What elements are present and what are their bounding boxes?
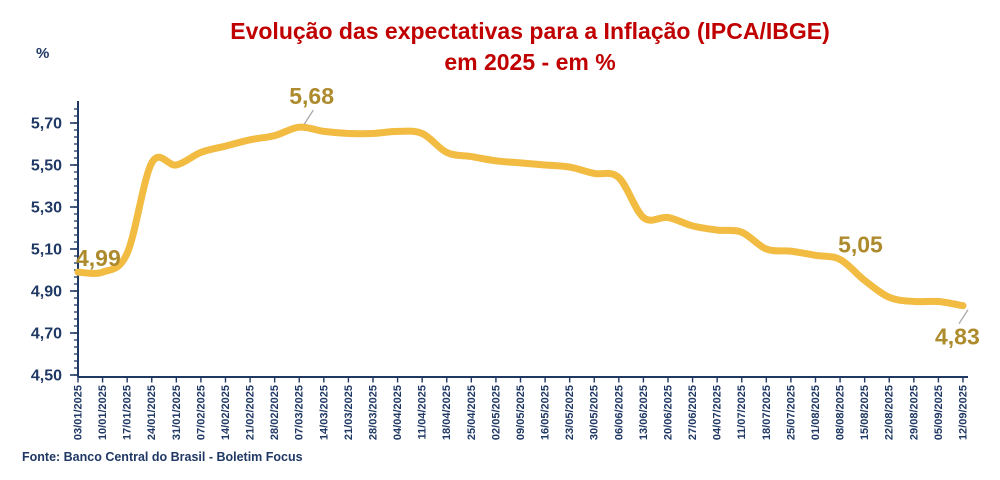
x-tick-label: 24/01/2025: [146, 385, 158, 440]
x-tick-label: 04/07/2025: [712, 385, 724, 440]
x-tick-label: 11/07/2025: [736, 385, 748, 439]
x-tick-label: 31/01/2025: [171, 385, 183, 440]
y-tick-label: 4,90: [31, 284, 62, 301]
x-tick-label: 21/03/2025: [343, 385, 355, 440]
x-tick-label: 18/07/2025: [761, 385, 773, 440]
x-tick-label: 13/06/2025: [638, 385, 650, 440]
x-tick-label: 22/08/2025: [884, 385, 896, 440]
x-tick-label: 17/01/2025: [122, 385, 134, 440]
chart-title-line1: Evolução das expectativas para a Inflaçã…: [230, 18, 830, 44]
x-tick-label: 16/05/2025: [540, 385, 552, 440]
chart-title-line2: em 2025 - em %: [444, 49, 616, 75]
data-point-label: 5,05: [838, 232, 883, 258]
y-tick-label: 5,10: [31, 242, 62, 259]
x-tick-label: 01/08/2025: [810, 385, 822, 440]
x-tick-label: 08/08/2025: [835, 385, 847, 440]
x-tick-label: 12/09/2025: [958, 385, 970, 440]
x-tick-label: 28/02/2025: [269, 385, 281, 440]
x-tick-label: 11/04/2025: [417, 385, 429, 439]
x-tick-label: 10/01/2025: [97, 385, 109, 440]
y-tick-label: 4,70: [31, 326, 62, 343]
x-tick-label: 25/04/2025: [466, 385, 478, 440]
x-tick-label: 07/02/2025: [195, 385, 207, 440]
x-tick-label: 14/03/2025: [318, 385, 330, 440]
x-tick-label: 15/08/2025: [859, 385, 871, 440]
data-point-label: 4,83: [935, 324, 980, 350]
x-tick-label: 18/04/2025: [441, 385, 453, 440]
y-axis-unit-label: %: [36, 45, 50, 62]
x-tick-label: 09/05/2025: [515, 385, 527, 440]
annotation-leader-line: [303, 109, 314, 125]
y-tick-label: 5,70: [31, 116, 62, 133]
x-tick-label: 25/07/2025: [785, 385, 797, 440]
x-tick-label: 27/06/2025: [687, 385, 699, 440]
x-tick-label: 21/02/2025: [245, 385, 257, 440]
data-point-label: 5,68: [289, 83, 334, 109]
data-point-label: 4,99: [76, 245, 121, 271]
annotation-leader-line: [958, 309, 969, 325]
x-tick-label: 20/06/2025: [663, 385, 675, 440]
x-tick-label: 30/05/2025: [589, 385, 601, 440]
x-tick-label: 05/09/2025: [933, 385, 945, 440]
y-tick-label: 5,30: [31, 200, 62, 217]
x-tick-label: 07/03/2025: [294, 385, 306, 440]
x-tick-label: 02/05/2025: [490, 385, 502, 440]
x-tick-label: 04/04/2025: [392, 385, 404, 440]
x-tick-label: 28/03/2025: [368, 385, 380, 440]
y-tick-label: 5,50: [31, 158, 62, 175]
series-line: [74, 123, 967, 310]
chart-title: Evolução das expectativas para a Inflaçã…: [60, 16, 1000, 78]
x-tick-label: 03/01/2025: [73, 385, 85, 440]
y-tick-label: 4,50: [31, 368, 62, 385]
x-tick-label: 06/06/2025: [613, 385, 625, 440]
x-tick-label: 23/05/2025: [564, 385, 576, 440]
x-tick-label: 29/08/2025: [908, 385, 920, 440]
source-note: Fonte: Banco Central do Brasil - Boletim…: [22, 450, 303, 464]
x-tick-label: 14/02/2025: [220, 385, 232, 440]
